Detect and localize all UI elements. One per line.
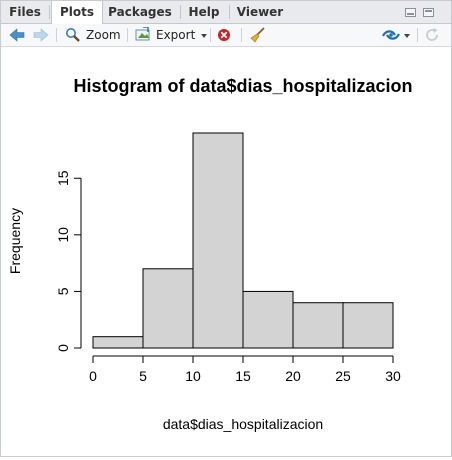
plot-viewer: Histogram of data$dias_hospitalizacion d… — [1, 47, 451, 456]
refresh-icon[interactable] — [424, 24, 440, 46]
publish-icon — [382, 27, 400, 43]
broom-icon[interactable] — [250, 24, 266, 46]
publish-button[interactable] — [382, 24, 410, 46]
toolbar-divider — [210, 28, 211, 42]
x-tick-label: 25 — [335, 368, 351, 384]
x-tick-label: 10 — [185, 368, 201, 384]
x-tick-label: 30 — [385, 368, 401, 384]
tab-help[interactable]: Help — [188, 5, 220, 19]
export-icon — [135, 27, 151, 43]
tab-files[interactable]: Files — [9, 5, 41, 19]
back-arrow-icon[interactable] — [9, 24, 25, 46]
tab-divider — [49, 5, 50, 19]
y-tick-label: 5 — [55, 287, 71, 295]
y-tick-label: 15 — [55, 170, 71, 186]
zoom-icon — [65, 27, 81, 43]
tab-bar: Files Plots Packages Help Viewer — [1, 1, 451, 24]
histogram-bar — [292, 302, 344, 349]
x-tick-label: 20 — [285, 368, 301, 384]
remove-plot-icon[interactable] — [217, 24, 231, 46]
x-tick-label: 15 — [235, 368, 251, 384]
x-axis-label: data$dias_hospitalizacion — [163, 416, 323, 432]
histogram-bar — [342, 302, 394, 349]
forward-arrow-icon[interactable] — [33, 24, 49, 46]
tab-viewer[interactable]: Viewer — [236, 5, 284, 19]
tab-plots[interactable]: Plots — [51, 1, 103, 24]
toolbar-divider — [417, 28, 418, 42]
zoom-label: Zoom — [86, 28, 121, 42]
y-tick-label: 0 — [55, 344, 71, 352]
histogram-bars — [92, 132, 394, 349]
chart-title: Histogram of data$dias_hospitalizacion — [73, 76, 412, 96]
maximize-pane-icon[interactable] — [423, 8, 434, 17]
histogram-bar — [242, 290, 294, 349]
histogram-chart: Histogram of data$dias_hospitalizacion d… — [7, 76, 413, 432]
y-tick-label: 10 — [55, 227, 71, 243]
y-axis: 0 5 10 15 — [55, 170, 82, 352]
y-axis-label: Frequency — [7, 208, 23, 274]
x-tick-label: 0 — [89, 368, 97, 384]
toolbar-divider — [56, 28, 57, 42]
tab-divider — [229, 5, 230, 19]
zoom-button[interactable]: Zoom — [65, 24, 121, 46]
histogram-bar — [92, 336, 144, 349]
minimize-pane-icon[interactable] — [405, 8, 416, 17]
chevron-down-icon — [404, 34, 410, 38]
x-tick-label: 5 — [139, 368, 147, 384]
toolbar-divider — [241, 28, 242, 42]
export-label: Export — [156, 28, 196, 42]
x-axis: 0 5 10 15 20 25 30 — [89, 355, 401, 384]
plot-toolbar: Zoom Export — [1, 24, 451, 47]
tab-packages[interactable]: Packages — [108, 5, 172, 19]
tab-divider — [180, 5, 181, 19]
toolbar-divider — [127, 28, 128, 42]
export-button[interactable]: Export — [135, 24, 208, 46]
histogram-bar — [192, 132, 244, 349]
chevron-down-icon — [201, 34, 208, 38]
histogram-bar — [142, 268, 194, 349]
